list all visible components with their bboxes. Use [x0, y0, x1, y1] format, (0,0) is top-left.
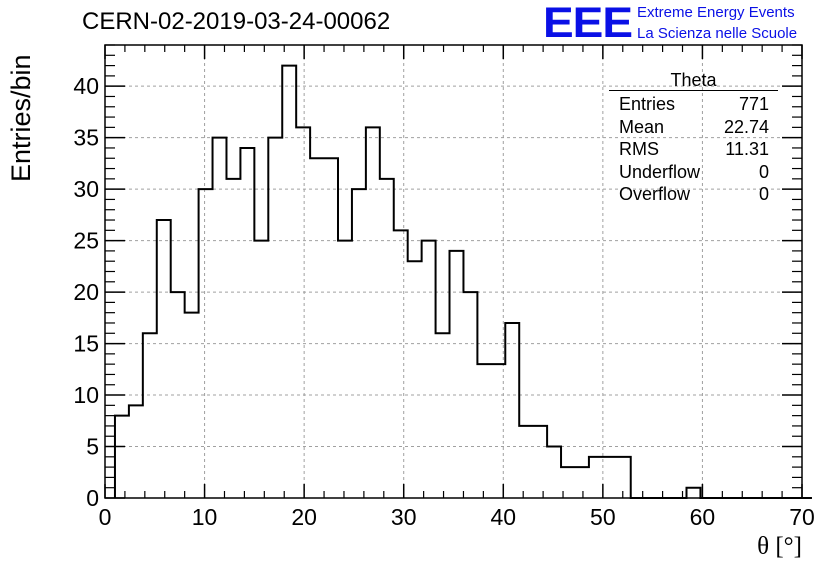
x-tick-label: 20	[291, 504, 317, 530]
y-tick-label: 20	[73, 279, 99, 305]
x-axis-label: θ [°]	[757, 533, 802, 560]
stats-label: RMS	[619, 139, 659, 159]
x-tick-label: 30	[391, 504, 417, 530]
stats-row: RMS 11.31	[609, 138, 778, 161]
stats-value: 22.74	[723, 116, 769, 137]
stats-row: Overflow 0	[609, 183, 778, 206]
run-title: CERN-02-2019-03-24-00062	[82, 8, 391, 35]
stats-label: Mean	[619, 116, 665, 137]
axis-ticks	[104, 44, 803, 499]
x-tick-label: 40	[490, 504, 516, 530]
stats-value: 0	[758, 161, 769, 182]
x-tick-label: 70	[789, 504, 815, 530]
y-tick-label: 5	[86, 434, 99, 460]
y-tick-label: 15	[73, 331, 99, 357]
stats-row: Entries 771	[609, 93, 778, 116]
stats-row: Mean 22.74	[609, 116, 778, 139]
tick-labels: 0 10 20 30 40 50 60 70 0 5 10 15 20 25 30 35 40	[73, 73, 814, 530]
y-tick-label: 35	[73, 125, 99, 151]
y-axis-label: Entries/bin	[6, 54, 36, 182]
logo-line-2: La Scienza nelle Scuole	[637, 25, 798, 42]
x-tick-label: 10	[192, 504, 218, 530]
eee-logo: EEE	[543, 0, 633, 47]
x-tick-label: 0	[99, 504, 112, 530]
y-tick-label: 40	[73, 73, 99, 99]
y-tick-label: 30	[73, 176, 99, 202]
y-tick-label: 25	[73, 228, 99, 254]
logo-line-1: Extreme Energy Events	[637, 4, 795, 21]
stats-label: Entries	[619, 94, 676, 114]
stats-box: Theta Entries 771 Mean 22.74 RMS 11.31 U…	[609, 71, 778, 206]
x-tick-label: 60	[690, 504, 716, 530]
stats-label: Underflow	[619, 161, 701, 182]
stats-label: Overflow	[619, 184, 691, 204]
stats-row: Underflow 0	[609, 161, 778, 184]
stats-value: 11.31	[725, 139, 769, 159]
stats-value: 0	[758, 184, 769, 204]
stats-divider	[609, 90, 778, 91]
y-tick-label: 10	[73, 382, 99, 408]
y-tick-label: 0	[86, 485, 99, 511]
stats-value: 771	[738, 94, 769, 114]
plot-frame	[104, 44, 803, 499]
x-tick-label: 50	[590, 504, 616, 530]
stats-title: Theta	[670, 70, 717, 90]
